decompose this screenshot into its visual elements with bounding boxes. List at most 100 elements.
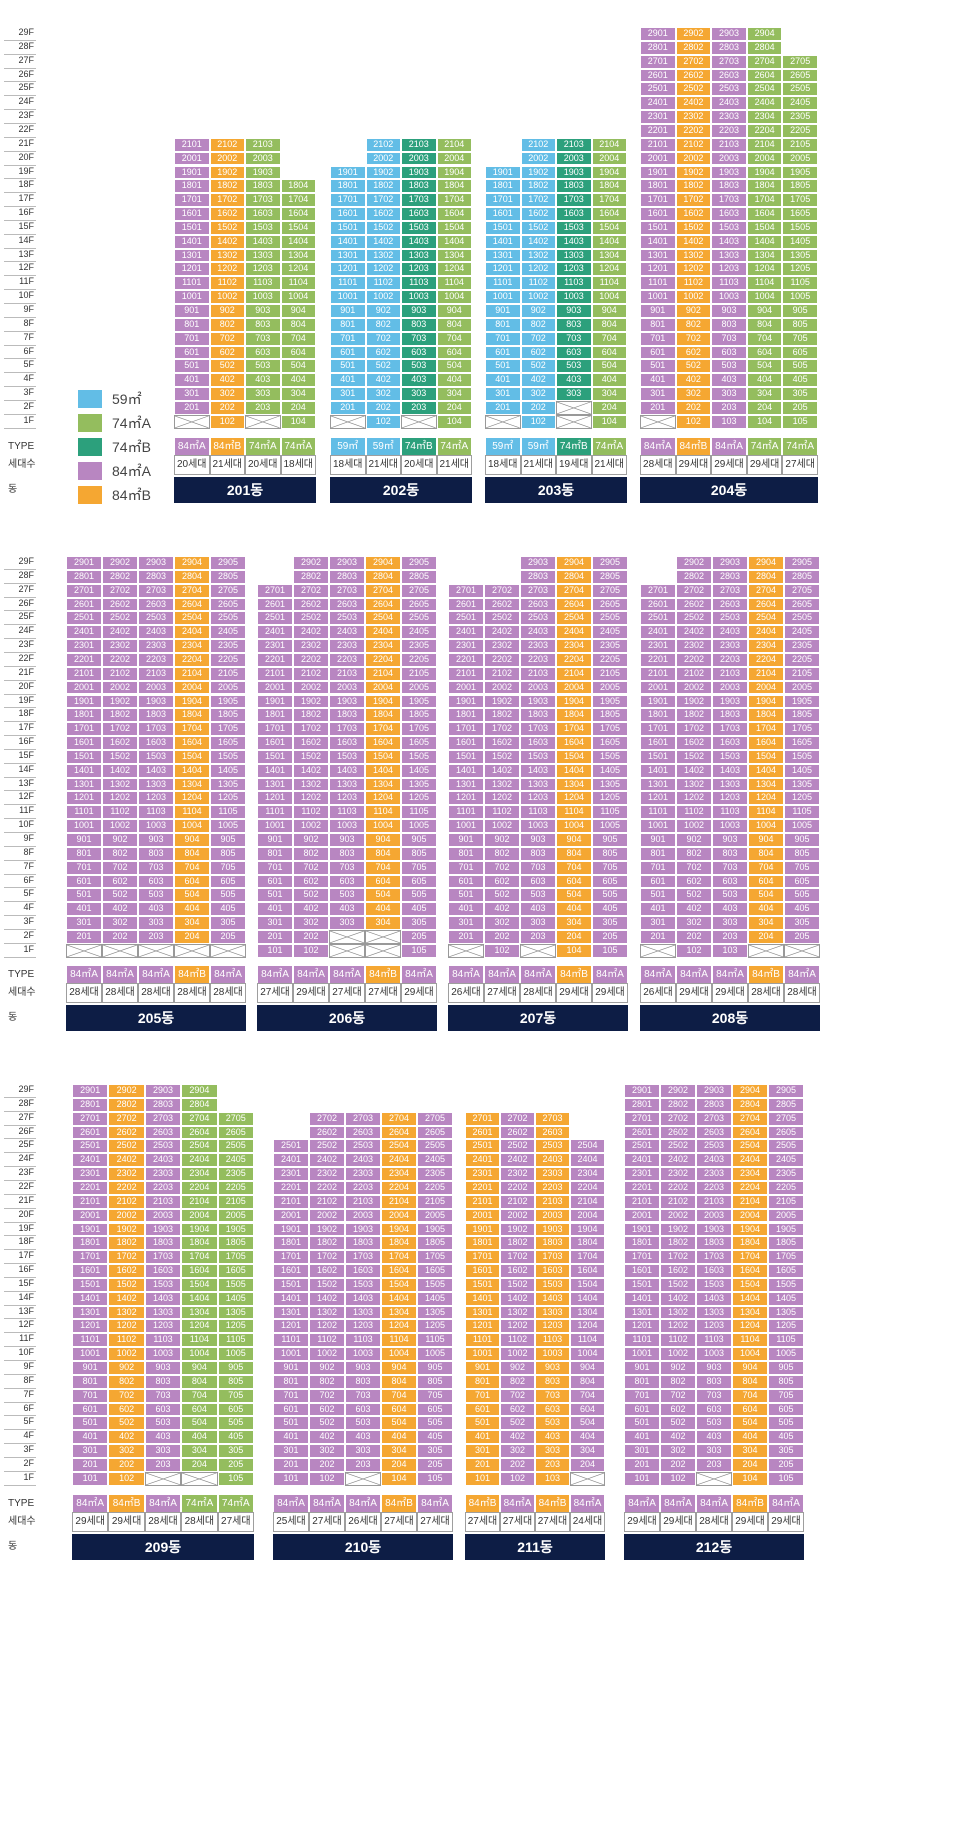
unit-cell: 201	[485, 400, 521, 415]
unit-cell: 2604	[556, 597, 592, 612]
unit-cell: 2603	[696, 1125, 732, 1140]
unit-cell: 2203	[138, 652, 174, 667]
unit-cell: 701	[257, 860, 293, 875]
unit-cell: 2805	[784, 569, 820, 584]
unit-cell: 2503	[712, 611, 748, 626]
type-cell: 59㎡	[330, 437, 366, 457]
unit-cell: 603	[535, 1402, 570, 1417]
unit-cell: 2803	[696, 1097, 732, 1112]
unit-cell: 2405	[401, 625, 437, 640]
floor-label: 21F	[18, 137, 34, 148]
unit-cell: 804	[365, 846, 401, 861]
unit-cell: 1302	[309, 1305, 345, 1320]
unit-cell: 1405	[217, 1291, 254, 1306]
unit-cell: 2503	[144, 1139, 182, 1154]
unit-cell: 1201	[640, 791, 676, 806]
unit-cell: 1203	[520, 791, 556, 806]
unit-cell: 204	[381, 1457, 417, 1472]
unit-cell: 702	[309, 1388, 345, 1403]
type-cell: 84㎡A	[273, 1494, 309, 1514]
floor-separator	[4, 665, 36, 667]
unit-cell: 2104	[570, 1194, 605, 1209]
unit-cell: 2201	[640, 652, 676, 667]
unit-cell: 903	[696, 1361, 732, 1375]
unit-cell: 2003	[329, 680, 365, 695]
unit-cell: 1501	[72, 1277, 109, 1292]
unit-cell: 703	[520, 860, 556, 875]
floor-label: 17F	[18, 193, 34, 204]
unit-cell: 2703	[520, 583, 556, 598]
unit-cell: 1302	[660, 1305, 696, 1320]
unit-cell: 1405	[210, 763, 246, 778]
unit-cell: 1205	[217, 1319, 254, 1334]
unit-cell: 704	[746, 331, 783, 346]
unit-cell: 2104	[556, 666, 592, 681]
unit-cell: 502	[309, 1416, 345, 1431]
unit-cell: 1705	[217, 1250, 254, 1265]
empty-unit	[640, 943, 676, 958]
unit-cell: 201	[448, 929, 484, 944]
unit-cell: 1802	[675, 179, 712, 194]
type-row-label: TYPE	[8, 441, 35, 452]
type-cell: 84㎡A	[660, 1494, 696, 1514]
empty-unit	[245, 414, 281, 429]
unit-cell: 2904	[174, 556, 210, 570]
unit-cell: 1701	[640, 722, 676, 737]
unit-cell: 2403	[329, 625, 365, 640]
empty-unit	[570, 1471, 605, 1486]
unit-cell: 2002	[209, 151, 245, 166]
unit-cell: 2001	[257, 680, 293, 695]
unit-cell: 2302	[676, 639, 712, 653]
unit-cell: 301	[257, 916, 293, 930]
unit-cell: 2703	[144, 1111, 182, 1126]
unit-cell: 105	[217, 1471, 254, 1486]
unit-cell: 301	[66, 916, 102, 930]
floor-separator	[4, 1249, 36, 1251]
unit-cell: 1105	[417, 1333, 453, 1348]
unit-cell: 1102	[102, 805, 138, 820]
unit-cell: 104	[591, 414, 627, 429]
floor-separator	[4, 1138, 36, 1140]
unit-cell: 404	[381, 1430, 417, 1445]
unit-cell: 1504	[748, 749, 784, 764]
unit-cell: 1002	[293, 819, 329, 833]
unit-cell: 2601	[465, 1125, 500, 1140]
unit-cell: 1001	[66, 819, 102, 833]
unit-cell: 1601	[257, 736, 293, 750]
unit-cell: 403	[696, 1430, 732, 1445]
unit-cell: 701	[640, 860, 676, 875]
unit-cell: 2205	[784, 652, 820, 667]
empty-unit	[174, 414, 210, 429]
unit-cell: 1401	[257, 763, 293, 778]
unit-cell: 2804	[174, 569, 210, 584]
household-count-cell: 28세대	[174, 983, 210, 1003]
unit-cell: 1703	[711, 193, 747, 208]
unit-cell: 203	[520, 929, 556, 944]
unit-cell: 1304	[174, 777, 210, 792]
unit-cell: 1702	[520, 193, 556, 208]
unit-cell: 2702	[102, 583, 138, 598]
type-cell: 84㎡A	[624, 1494, 660, 1514]
unit-cell: 1901	[257, 694, 293, 709]
unit-cell: 1404	[732, 1291, 768, 1306]
unit-cell: 1402	[209, 234, 245, 249]
unit-cell: 504	[746, 359, 783, 374]
unit-cell: 2405	[782, 96, 818, 111]
unit-cell: 1005	[417, 1347, 453, 1361]
unit-cell: 902	[365, 304, 401, 318]
unit-cell: 2205	[401, 652, 437, 667]
empty-cross-icon	[103, 944, 137, 957]
household-count-cell: 29세대	[293, 983, 329, 1003]
unit-cell: 1803	[329, 708, 365, 723]
type-cell: 84㎡A	[676, 965, 712, 985]
unit-cell: 902	[500, 1361, 535, 1375]
floor-label: 3F	[23, 387, 34, 398]
unit-cell: 1703	[329, 722, 365, 737]
unit-cell: 1101	[257, 805, 293, 820]
unit-cell: 1704	[732, 1250, 768, 1265]
unit-cell: 1002	[209, 290, 245, 304]
unit-cell: 704	[181, 1388, 218, 1403]
unit-cell: 1602	[108, 1264, 145, 1278]
unit-cell: 404	[436, 373, 472, 388]
unit-cell: 1304	[556, 777, 592, 792]
